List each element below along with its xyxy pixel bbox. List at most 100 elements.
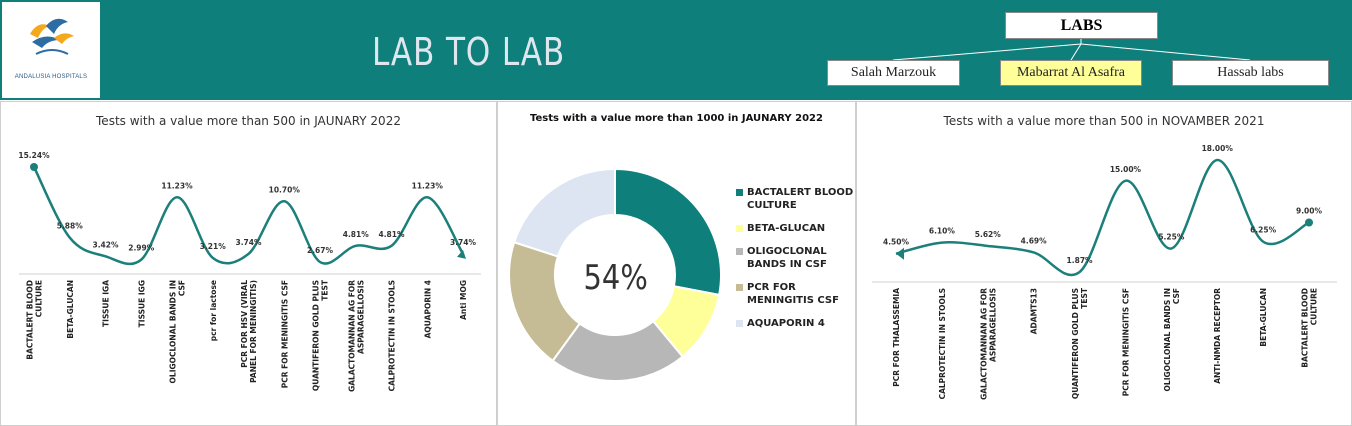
category-label-line: pcr for lactose bbox=[209, 280, 218, 341]
chart-panel-november-500: Tests with a value more than 500 in NOVA… bbox=[856, 101, 1352, 426]
category-label-line: TISSUE IGG bbox=[137, 280, 146, 327]
legend-label: BACTALERT BLOOD CULTURE bbox=[747, 187, 854, 211]
chart-panel-january-1000: Tests with a value more than 1000 in JAU… bbox=[497, 101, 856, 426]
legend-swatch bbox=[736, 320, 743, 327]
data-label: 4.69% bbox=[1021, 236, 1048, 245]
series-start-marker bbox=[30, 163, 38, 171]
category-label: pcr for lactose bbox=[209, 280, 218, 341]
header-bar: ANDALUSIA HOSPITALS LAB TO LAB LABS Sala… bbox=[0, 0, 1352, 100]
category-label-line: ANTI-NMDA RECEPTOR bbox=[1213, 288, 1222, 384]
category-label-line: Anti MOG bbox=[459, 280, 468, 320]
line-chart-november-500: 4.50% 6.10% 5.62% 4.69% 1.87% 15.00% 5.25% 18.0… bbox=[872, 144, 1337, 400]
hospital-logo: ANDALUSIA HOSPITALS bbox=[2, 2, 100, 98]
donut-center-label: 54% bbox=[583, 258, 648, 298]
category-label-line: ASPARAGELLOSIS bbox=[356, 280, 365, 354]
category-label: OLIGOCLONAL BANDS IN CSF bbox=[1163, 288, 1181, 391]
category-label-line: BETA-GLUCAN bbox=[1259, 288, 1268, 347]
data-label: 2.99% bbox=[128, 244, 155, 253]
legend-swatch bbox=[736, 284, 743, 291]
category-label-line: QUANTIFERON GOLD PLUS bbox=[312, 280, 321, 391]
category-label-line: ADAMTS13 bbox=[1030, 288, 1039, 334]
data-label: 15.24% bbox=[18, 151, 50, 160]
logo-text: ANDALUSIA HOSPITALS bbox=[14, 74, 88, 80]
category-label-line: OLIGOCLONAL BANDS IN bbox=[169, 280, 178, 383]
category-label: PCR FOR MENINGITIS CSF bbox=[280, 280, 289, 388]
category-label: PCR FOR MENINGITIS CSF bbox=[1121, 288, 1130, 396]
category-label-line: TEST bbox=[321, 279, 330, 301]
logo-mark-icon bbox=[30, 18, 74, 55]
legend-item: BETA-GLUCAN bbox=[736, 222, 856, 235]
legend-swatch bbox=[736, 189, 743, 196]
category-label: QUANTIFERON GOLD PLUS TEST bbox=[1071, 287, 1089, 399]
category-label-line: CULTURE bbox=[1310, 288, 1319, 325]
legend-label: PCR FOR MENINGITIS CSF bbox=[747, 282, 839, 306]
category-label: BACTALERT BLOOD CULTURE bbox=[1301, 288, 1319, 368]
category-label-line: CALPROTECTIN IN STOOLS bbox=[938, 288, 947, 399]
category-label-line: CULTURE bbox=[35, 280, 44, 317]
category-label-line: AQUAPORIN 4 bbox=[423, 280, 432, 338]
data-label: 4.81% bbox=[378, 230, 405, 239]
category-label: QUANTIFERON GOLD PLUS TEST bbox=[312, 279, 330, 391]
category-label-line: PCR FOR HSV (VIRAL bbox=[240, 280, 249, 368]
data-label: 1.87% bbox=[1067, 256, 1094, 265]
category-label-line: PCR FOR THALASSEMIA bbox=[892, 288, 901, 387]
series-start-arrow bbox=[896, 247, 904, 260]
category-label-line: CSF bbox=[1172, 288, 1181, 304]
series-line bbox=[895, 158, 1310, 277]
data-label: 6.25% bbox=[1250, 226, 1277, 235]
data-label: 3.74% bbox=[450, 238, 477, 247]
data-label: 9.00% bbox=[1296, 206, 1323, 215]
category-label: PCR FOR HSV (VIRAL PANEL FOR MENINGITIS) bbox=[240, 280, 258, 383]
category-label-line: PANEL FOR MENINGITIS) bbox=[249, 280, 258, 383]
data-label: 4.81% bbox=[343, 230, 370, 239]
legend-label: OLIGOCLONAL BANDS IN CSF bbox=[747, 246, 827, 270]
data-label: 5.88% bbox=[57, 222, 84, 231]
legend-item: PCR FOR MENINGITIS CSF bbox=[736, 281, 856, 307]
category-label: OLIGOCLONAL BANDS IN CSF bbox=[169, 280, 187, 383]
data-label: 3.21% bbox=[200, 242, 227, 251]
data-label: 2.67% bbox=[307, 246, 334, 255]
legend-item: AQUAPORIN 4 bbox=[736, 317, 856, 330]
lab-button-salah-marzouk[interactable]: Salah Marzouk bbox=[827, 60, 960, 86]
category-label: BACTALERT BLOOD CULTURE bbox=[26, 280, 44, 360]
legend-label: AQUAPORIN 4 bbox=[747, 318, 825, 329]
page-title: LAB TO LAB bbox=[372, 30, 566, 74]
chart-title: Tests with a value more than 500 in NOVA… bbox=[943, 114, 1265, 128]
legend-item: OLIGOCLONAL BANDS IN CSF bbox=[736, 245, 856, 271]
donut-slice bbox=[512, 167, 616, 258]
category-label-line: CSF bbox=[178, 280, 187, 296]
category-label: BETA-GLUCAN bbox=[1259, 288, 1268, 347]
category-label-line: OLIGOCLONAL BANDS IN bbox=[1163, 288, 1172, 391]
legend-label: BETA-GLUCAN bbox=[747, 223, 826, 234]
category-label-line: CALPROTECTIN IN STOOLS bbox=[388, 280, 397, 391]
category-label-line: BACTALERT BLOOD bbox=[1301, 288, 1310, 368]
data-label: 11.23% bbox=[412, 181, 444, 190]
chart-title: Tests with a value more than 500 in JAUN… bbox=[96, 114, 401, 128]
data-label: 11.23% bbox=[161, 181, 193, 190]
category-label: AQUAPORIN 4 bbox=[423, 280, 432, 338]
category-label-line: PCR FOR MENINGITIS CSF bbox=[1121, 288, 1130, 396]
category-label-line: BACTALERT BLOOD bbox=[26, 280, 35, 360]
chart-legend: BACTALERT BLOOD CULTURE BETA-GLUCAN OLIGOC… bbox=[736, 186, 856, 340]
labs-heading: LABS bbox=[1005, 12, 1158, 39]
donut-chart-january-1000 bbox=[508, 167, 722, 382]
data-label: 15.00% bbox=[1110, 165, 1142, 174]
category-label: GALACTOMANNAN AG FOR ASPARAGELLOSIS bbox=[347, 280, 365, 392]
category-label-line: BETA-GLUCAN bbox=[66, 280, 75, 339]
lab-button-mabarrat-al-asafra[interactable]: Mabarrat Al Asafra bbox=[1000, 60, 1142, 86]
legend-swatch bbox=[736, 225, 743, 232]
category-label: PCR FOR THALASSEMIA bbox=[892, 288, 901, 387]
category-label: CALPROTECTIN IN STOOLS bbox=[938, 288, 947, 399]
data-label: 6.10% bbox=[929, 227, 956, 236]
legend-swatch bbox=[736, 248, 743, 255]
category-label-line: ASPARAGELLOSIS bbox=[988, 288, 997, 362]
category-label: TISSUE IGG bbox=[137, 280, 146, 327]
category-label-line: TISSUE IGA bbox=[102, 280, 111, 327]
category-label: ADAMTS13 bbox=[1030, 288, 1039, 334]
category-label: TISSUE IGA bbox=[102, 280, 111, 327]
data-label: 18.00% bbox=[1202, 144, 1234, 153]
lab-button-hassab-labs[interactable]: Hassab labs bbox=[1172, 60, 1329, 86]
chart-title: Tests with a value more than 1000 in JAU… bbox=[530, 113, 823, 124]
category-label: ANTI-NMDA RECEPTOR bbox=[1213, 288, 1222, 384]
category-label: CALPROTECTIN IN STOOLS bbox=[388, 280, 397, 391]
